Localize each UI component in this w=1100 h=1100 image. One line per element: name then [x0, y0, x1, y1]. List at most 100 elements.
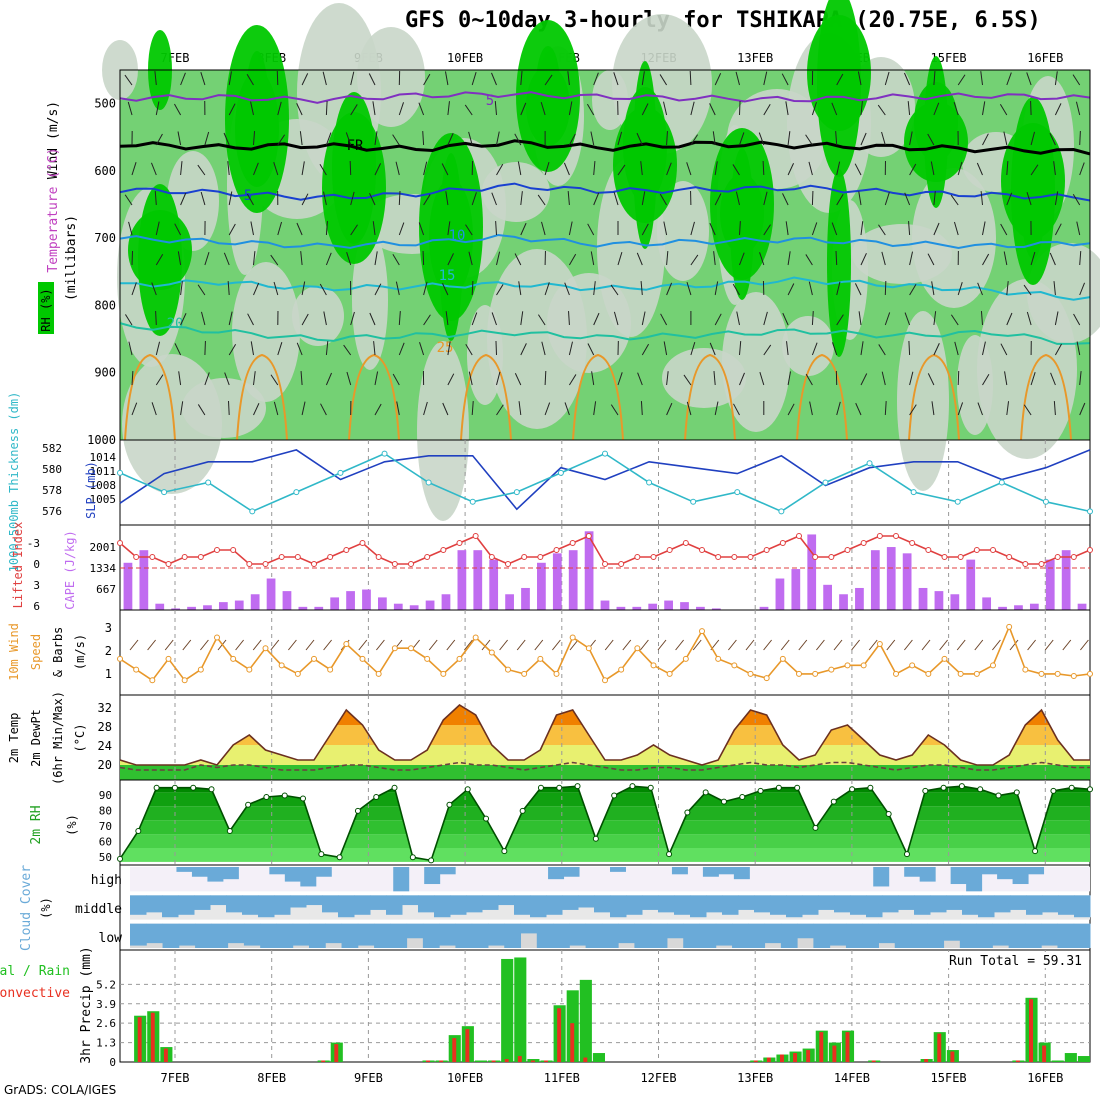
wind-barb — [977, 402, 983, 416]
cape-bar — [282, 591, 292, 610]
wind-barb — [613, 311, 619, 326]
thickness-line-point — [866, 460, 873, 467]
cloud-cover-bar — [666, 923, 684, 939]
wind-barb — [392, 254, 400, 266]
precip-convective-bar — [779, 1054, 784, 1062]
wind-barb — [933, 343, 940, 356]
warm-contour — [348, 353, 400, 441]
cloud-cover-bar — [780, 923, 798, 948]
wind10-barb — [604, 639, 614, 651]
precip-convective-bar — [163, 1048, 168, 1062]
dewpoint-line — [119, 761, 1090, 771]
rh-line-point — [867, 784, 874, 791]
wind-barb — [1000, 343, 1008, 356]
wind-barb — [982, 221, 986, 236]
wind-barb — [541, 221, 546, 236]
lifted-index-line-point — [553, 547, 560, 553]
wind-barb — [884, 192, 890, 206]
pressure-tick-label: 600 — [94, 164, 116, 178]
wind-barb — [178, 371, 182, 386]
wind-barb — [300, 251, 303, 266]
wind-barb — [541, 341, 546, 356]
wind10-line-point — [1054, 670, 1061, 677]
wind10-line-point — [779, 655, 786, 662]
wind-barb — [395, 161, 400, 176]
wind-barb — [197, 284, 206, 296]
cloud-cover-bar — [1024, 923, 1042, 948]
wind-barb — [491, 72, 497, 86]
wind-barb — [759, 371, 765, 386]
precip-convective-bar — [583, 1057, 588, 1062]
thickness-line-point — [425, 479, 432, 486]
wind-barb — [418, 102, 425, 116]
wind10-barb — [956, 639, 966, 651]
wind-barb — [496, 251, 501, 266]
rh-line-point — [757, 787, 764, 794]
cloud-cover-bar — [226, 895, 243, 913]
wind10-barb — [974, 639, 984, 651]
wind10-line-point — [731, 662, 738, 669]
cloud-cover-bar — [406, 923, 424, 939]
cloud-cover-bar — [626, 895, 643, 915]
wind10-barb — [200, 639, 209, 651]
wind-barb — [520, 191, 523, 206]
cape-bar — [568, 550, 578, 610]
cloud-cover-bar — [322, 895, 339, 913]
wind-barb — [320, 403, 327, 416]
temp-tick-label: 32 — [98, 701, 112, 715]
lifted-index-line-point — [957, 554, 964, 560]
cloud-cover-bar — [292, 923, 310, 946]
wind-barb — [982, 253, 990, 266]
wind10-barb — [1044, 639, 1054, 651]
wind-barb — [228, 191, 233, 206]
wind-barb — [908, 221, 911, 236]
rh-dry-patch — [977, 279, 1077, 459]
wind-barb — [154, 71, 157, 86]
lifted-index-line-point — [278, 554, 285, 560]
cloud-cover-bar — [276, 923, 294, 948]
wind-barb — [537, 314, 546, 326]
rh-moist-patch — [332, 92, 376, 244]
lifted-index-line-point — [844, 547, 851, 553]
rh-line-point — [391, 784, 398, 791]
cape-bar — [632, 606, 642, 610]
wind-barb — [253, 162, 259, 176]
wind-barb — [423, 73, 431, 86]
wind-barb — [763, 344, 772, 356]
wind-barb — [520, 71, 523, 86]
wind-barb — [805, 373, 813, 386]
lifted-index-line-point — [682, 540, 689, 546]
precip-convective-label: Convective — [0, 986, 70, 1001]
wind10-barb — [499, 639, 508, 651]
lifted-index-line-point — [149, 554, 156, 560]
rh-moist-patch — [128, 210, 192, 290]
wind10-barb — [868, 639, 878, 651]
wind-barb — [1054, 223, 1062, 236]
precip-total-bar — [579, 979, 592, 1062]
wind-barb — [811, 342, 818, 356]
isotherm-label: 20 — [167, 316, 184, 332]
wind-barb — [155, 374, 164, 386]
lifted-axis-label: Lifted Index — [11, 522, 25, 609]
wind-barb — [495, 221, 497, 236]
wind-barb — [496, 371, 501, 386]
wind-barb — [713, 371, 716, 386]
wind-barb — [714, 161, 718, 176]
wind-barb — [250, 101, 254, 116]
cape-bar — [998, 606, 1007, 610]
cloud-cover-bar — [802, 895, 819, 915]
warm-contour — [1020, 353, 1072, 441]
cloud-cover-bar — [422, 923, 440, 948]
wind-barb — [1075, 101, 1081, 116]
wind-barb — [1006, 281, 1009, 296]
wind10-barb — [692, 639, 702, 651]
wind-barb — [1030, 164, 1039, 176]
cloud-cover-bar — [390, 923, 408, 948]
wind-barb — [372, 101, 376, 116]
wind-barb — [124, 74, 133, 86]
date-label-bottom: 14FEB — [834, 1071, 870, 1085]
rh-line-point — [300, 795, 307, 802]
cloud-cover-bar — [130, 895, 147, 915]
cloud-cover-bar — [978, 895, 995, 918]
wind-barb — [445, 191, 449, 206]
